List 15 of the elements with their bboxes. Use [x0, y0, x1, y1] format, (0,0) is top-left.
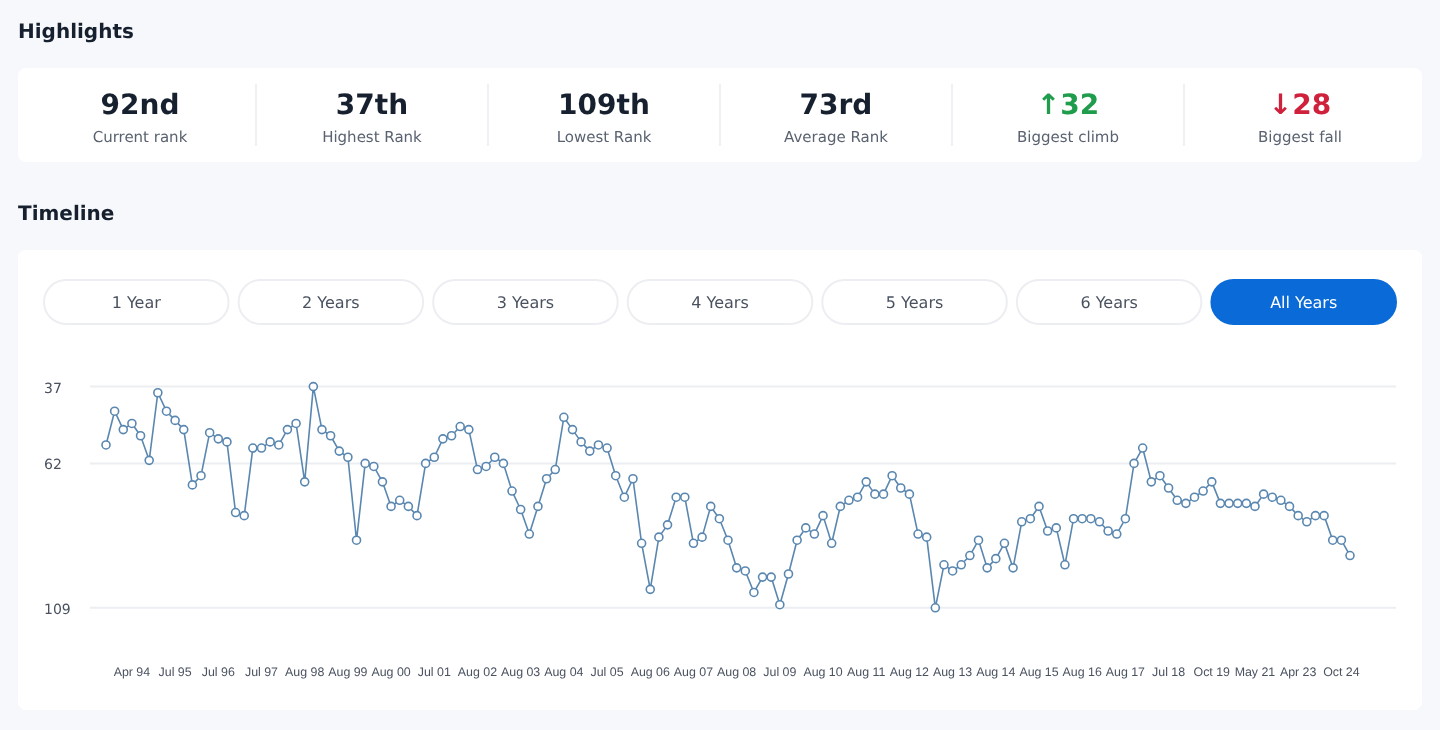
text: Highlights: [18, 22, 134, 44]
option-button: 1 Year: [43, 279, 230, 325]
text: 92nd: [100, 90, 180, 122]
option-button: 2 Years: [237, 279, 425, 325]
text: 109th: [558, 90, 650, 122]
option-button: All Years: [1210, 279, 1397, 325]
option-button: 3 Years: [432, 279, 619, 325]
text: ↑32: [1036, 90, 1100, 122]
option-button: 5 Years: [821, 279, 1008, 325]
option-button: 6 Years: [1015, 279, 1203, 325]
text: 37th: [335, 90, 409, 122]
text: 73rd: [799, 90, 873, 122]
option-button: 4 Years: [626, 279, 814, 325]
text: ↓28: [1268, 90, 1332, 122]
chart-title: Timeline: [18, 204, 115, 226]
